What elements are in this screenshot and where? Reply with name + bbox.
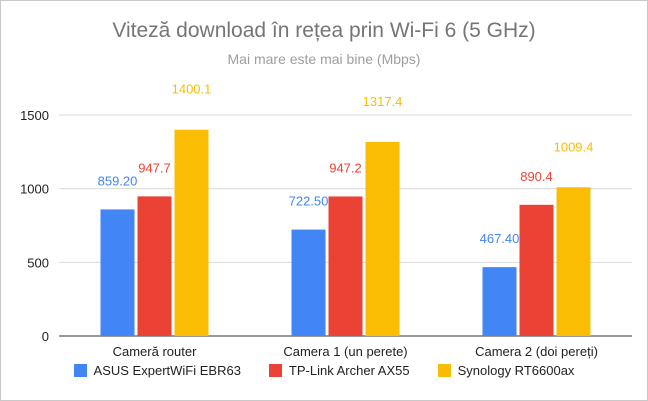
bar — [365, 141, 400, 336]
bar — [137, 196, 172, 336]
legend-swatch — [268, 364, 282, 377]
data-label: 859.20 — [98, 173, 138, 188]
bar — [519, 204, 554, 336]
data-label: 1317.4 — [363, 94, 403, 109]
bar — [482, 267, 517, 336]
legend-swatch — [437, 364, 451, 377]
legend-item: Synology RT6600ax — [437, 363, 575, 378]
bar — [556, 187, 591, 336]
chart-title: Viteză download în rețea prin Wi-Fi 6 (5… — [112, 19, 536, 42]
chart-subtitle: Mai mare este mai bine (Mbps) — [227, 51, 421, 67]
legend-swatch — [73, 364, 87, 377]
data-label: 1009.4 — [554, 139, 594, 154]
x-tick-label: Cameră router — [113, 344, 197, 359]
data-label: 890.4 — [520, 169, 553, 184]
data-label: 947.7 — [138, 160, 171, 175]
x-tick-label: Camera 2 (doi pereți) — [475, 344, 598, 359]
legend-label: TP-Link Archer AX55 — [288, 363, 410, 378]
y-tick-label: 1000 — [20, 182, 49, 197]
legend-label: ASUS ExpertWiFi EBR63 — [93, 363, 241, 378]
legend-item: TP-Link Archer AX55 — [268, 363, 410, 378]
data-label: 947.2 — [329, 160, 362, 175]
legend-item: ASUS ExpertWiFi EBR63 — [73, 363, 241, 378]
bar — [291, 229, 326, 336]
legend-label: Synology RT6600ax — [457, 363, 575, 378]
data-label: 722.50 — [289, 194, 329, 209]
bar — [100, 209, 135, 336]
bar — [328, 196, 363, 336]
legend: ASUS ExpertWiFi EBR63 TP-Link Archer AX55… — [1, 363, 647, 378]
bar — [174, 129, 209, 336]
x-tick-label: Camera 1 (un perete) — [283, 344, 407, 359]
data-label: 467.40 — [480, 231, 520, 246]
y-tick-label: 500 — [27, 255, 49, 270]
data-label: 1400.1 — [172, 82, 212, 97]
y-tick-label: 1500 — [20, 108, 49, 123]
y-tick-label: 0 — [42, 329, 49, 344]
